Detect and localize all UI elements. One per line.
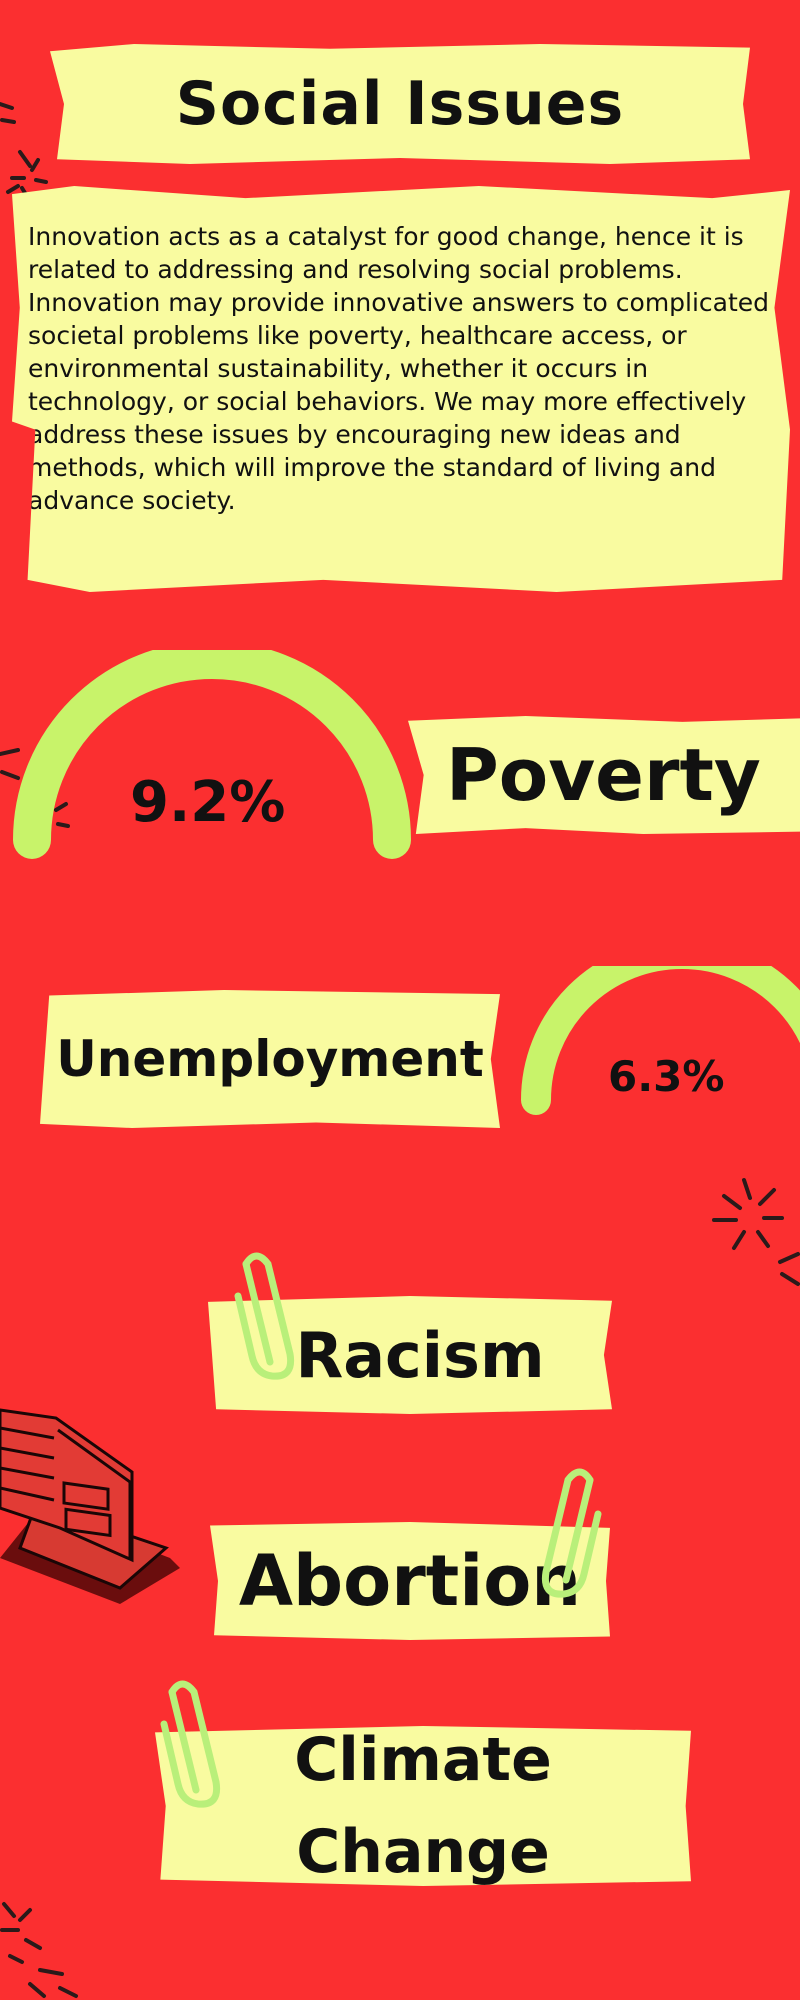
- racism-card: Racism: [208, 1296, 612, 1414]
- poverty-gauge: [13, 650, 411, 859]
- abortion-label: Abortion: [238, 1540, 582, 1622]
- unemployment-value: 6.3%: [608, 1052, 725, 1101]
- unemployment-gauge: [521, 966, 800, 1115]
- climate-change-label: Climate Change: [155, 1726, 691, 1886]
- paperclip-icon: [541, 1468, 602, 1598]
- paperclip-icon: [160, 1680, 221, 1808]
- climate-line-1: Climate: [294, 1725, 552, 1795]
- sparkle-icon: [0, 102, 48, 200]
- title-banner: Social Issues: [50, 44, 750, 164]
- poverty-label: Poverty: [446, 733, 761, 817]
- poverty-label-card: Poverty: [408, 716, 800, 834]
- climate-line-2: Change: [296, 1817, 550, 1887]
- sparkle-icon: [712, 1178, 800, 1286]
- unemployment-label: Unemployment: [56, 1030, 484, 1088]
- poverty-value: 9.2%: [130, 770, 286, 835]
- sparkle-icon: [0, 1902, 78, 1998]
- racism-label: Racism: [295, 1318, 545, 1392]
- unemployment-label-card: Unemployment: [40, 990, 500, 1128]
- intro-text: Innovation acts as a catalyst for good c…: [28, 222, 770, 515]
- book-icon: [0, 1408, 180, 1604]
- climate-change-card: Climate Change: [155, 1726, 691, 1886]
- page-title: Social Issues: [175, 69, 625, 139]
- intro-card: Innovation acts as a catalyst for good c…: [12, 186, 790, 592]
- paperclip-icon: [234, 1252, 295, 1380]
